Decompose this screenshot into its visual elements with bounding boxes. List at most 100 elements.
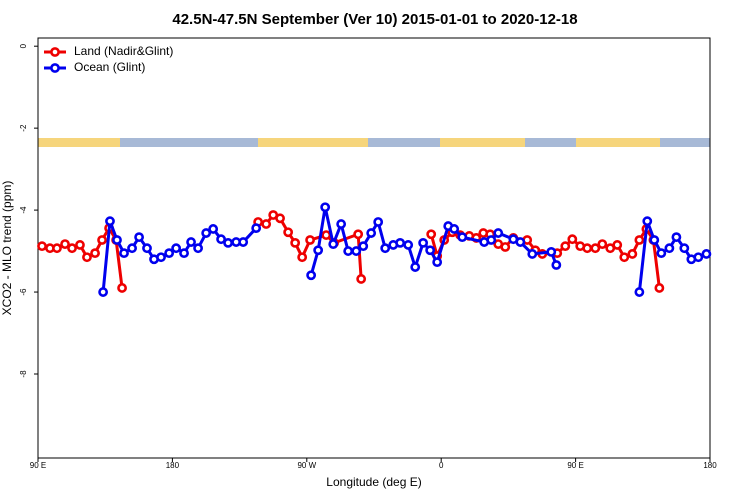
data-point	[328, 239, 339, 250]
legend-marker	[50, 63, 60, 73]
data-point	[551, 260, 562, 270]
data-point	[223, 237, 234, 248]
data-point	[353, 229, 364, 240]
data-point	[656, 248, 667, 259]
legend-label: Ocean (Glint)	[74, 60, 145, 74]
data-point	[90, 248, 100, 259]
data-point	[75, 240, 85, 250]
data-point	[306, 270, 317, 281]
data-point	[119, 248, 129, 259]
data-point	[403, 240, 414, 250]
data-point	[634, 287, 645, 297]
data-point	[37, 241, 47, 252]
data-point	[320, 202, 331, 213]
data-point	[82, 252, 92, 263]
data-point	[527, 249, 538, 259]
data-point	[112, 235, 122, 245]
data-point	[186, 237, 196, 247]
data-point	[432, 257, 443, 268]
x-tick-label: 180	[703, 461, 717, 470]
chart-title: 42.5N-47.5N September (Ver 10) 2015-01-0…	[172, 11, 577, 28]
data-point	[275, 213, 285, 224]
data-point	[336, 219, 347, 229]
data-point	[395, 237, 406, 248]
data-point	[208, 224, 219, 234]
data-point	[642, 216, 653, 227]
data-point	[216, 234, 226, 245]
data-point	[60, 239, 70, 250]
x-tick-label: 180	[166, 461, 180, 470]
data-point	[373, 217, 384, 227]
data-point	[597, 239, 608, 250]
data-point	[313, 245, 324, 256]
data-point	[664, 243, 675, 254]
data-point	[179, 248, 189, 259]
data-point	[679, 243, 690, 254]
data-point	[500, 242, 511, 252]
data-point	[193, 243, 203, 254]
legend-label: Land (Nadir&Glint)	[74, 44, 173, 58]
x-tick-label: 90 W	[297, 461, 316, 470]
data-point	[582, 243, 593, 254]
data-point	[117, 283, 127, 293]
data-point	[515, 237, 526, 247]
data-point	[366, 228, 377, 238]
data-point	[418, 237, 429, 248]
data-point	[493, 228, 504, 238]
data-point	[351, 246, 362, 256]
x-tick-label: 90 E	[567, 461, 583, 470]
data-point	[171, 243, 182, 254]
data-point	[67, 243, 77, 254]
land-ocean-strip	[38, 138, 710, 147]
data-point	[546, 246, 557, 257]
data-point	[105, 216, 115, 227]
y-tick-label: -2	[19, 124, 28, 132]
y-tick-label: -6	[19, 288, 28, 296]
data-point	[425, 245, 436, 256]
data-point	[127, 243, 137, 254]
data-point	[410, 262, 421, 272]
data-point	[142, 243, 152, 254]
y-tick-label: -4	[19, 206, 28, 214]
data-point	[261, 219, 272, 229]
data-point	[457, 232, 468, 243]
data-point	[156, 252, 166, 263]
data-point	[612, 240, 623, 250]
data-point	[649, 235, 660, 245]
data-point	[449, 224, 460, 234]
data-point	[701, 249, 712, 259]
data-point	[97, 235, 107, 245]
data-point	[560, 241, 571, 252]
y-axis-label: XCO2 - MLO trend (ppm)	[0, 181, 14, 316]
data-point	[358, 241, 369, 252]
data-point	[297, 252, 308, 263]
data-point	[52, 243, 62, 254]
x-tick-label: 90 E	[30, 461, 46, 470]
x-tick-label: 0	[439, 461, 444, 470]
data-point	[321, 230, 332, 240]
data-point	[98, 287, 109, 297]
data-point	[290, 237, 301, 248]
y-tick-label: -8	[19, 370, 28, 378]
x-axis-label: Longitude (deg E)	[326, 475, 421, 489]
data-point	[627, 249, 638, 259]
data-point	[238, 237, 249, 247]
data-point	[426, 229, 437, 240]
data-point	[251, 223, 262, 234]
data-point	[283, 227, 294, 238]
data-point	[343, 246, 354, 256]
data-point	[671, 232, 682, 243]
data-point	[305, 235, 315, 245]
data-point	[590, 243, 601, 254]
data-point	[486, 235, 497, 245]
data-point	[164, 248, 175, 259]
data-point	[619, 252, 630, 263]
legend-marker	[50, 47, 60, 57]
data-point	[380, 243, 391, 254]
data-point	[634, 235, 645, 245]
data-point	[356, 274, 367, 284]
y-tick-label: 0	[19, 43, 28, 48]
data-point	[567, 234, 578, 245]
